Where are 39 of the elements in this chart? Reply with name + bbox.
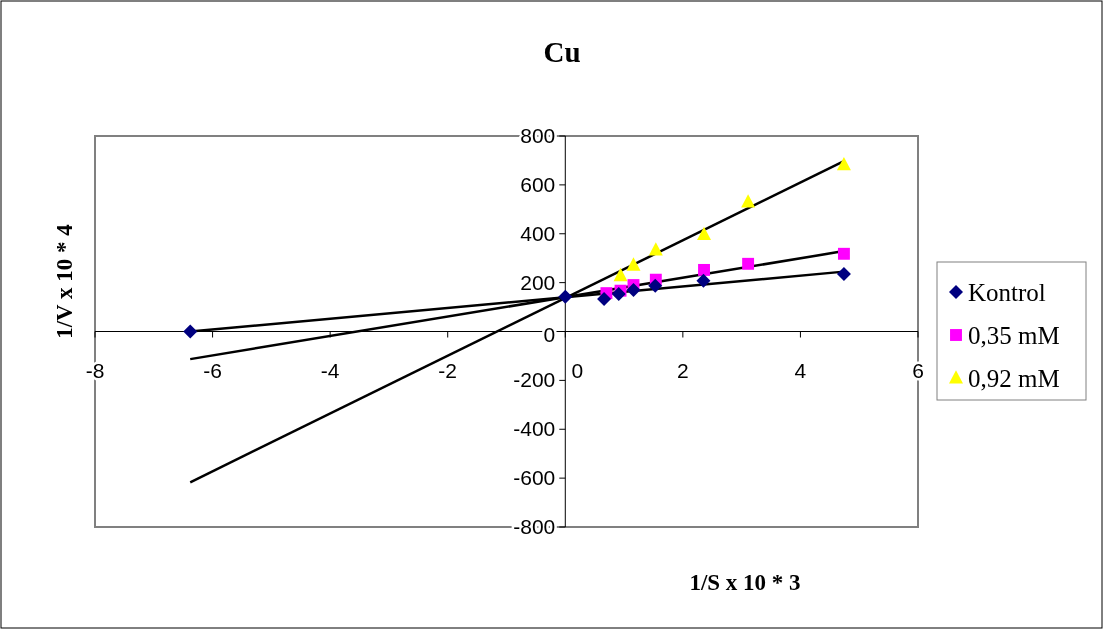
point — [626, 257, 641, 271]
y-tick-label: 800 — [520, 124, 556, 147]
point — [742, 257, 755, 270]
x-tick-label: -4 — [320, 358, 340, 382]
point — [837, 247, 850, 260]
point — [697, 226, 712, 241]
legend-label: 0,92 mM — [968, 365, 1060, 392]
x-tick-label: 6 — [912, 358, 924, 382]
point — [698, 263, 710, 276]
x-tick-label: -8 — [85, 358, 105, 382]
x-tick-label: -6 — [203, 358, 222, 382]
point — [836, 267, 851, 282]
x-tick-label: -2 — [438, 358, 458, 382]
y-tick-label: -600 — [513, 466, 556, 490]
x-tick-label: 2 — [677, 358, 689, 382]
legend-label: Kontrol — [968, 279, 1046, 306]
point — [648, 278, 663, 293]
point — [836, 156, 851, 171]
y-tick-label: 400 — [520, 221, 556, 245]
legend-label: 0,35 mM — [968, 322, 1060, 349]
y-tick-label: 200 — [520, 270, 556, 294]
point — [613, 267, 628, 282]
y-axis-title: 1/V x 10 * 4 — [52, 223, 77, 339]
x-axis-title: 1/S x 10 * 3 — [689, 570, 801, 595]
chart-title: Cu — [543, 36, 581, 68]
point — [626, 282, 641, 297]
y-tick-label: -200 — [513, 368, 556, 392]
point — [741, 194, 756, 208]
point — [648, 242, 663, 256]
point — [696, 273, 711, 288]
point — [597, 292, 612, 306]
y-tick-label: -800 — [513, 515, 556, 538]
point — [558, 289, 573, 304]
x-tick-label: 0 — [571, 358, 584, 382]
y-tick-label: 600 — [520, 172, 556, 196]
point — [611, 287, 626, 302]
point — [183, 324, 198, 339]
x-tick-label: 4 — [794, 358, 807, 382]
y-tick-label: -400 — [513, 417, 556, 441]
